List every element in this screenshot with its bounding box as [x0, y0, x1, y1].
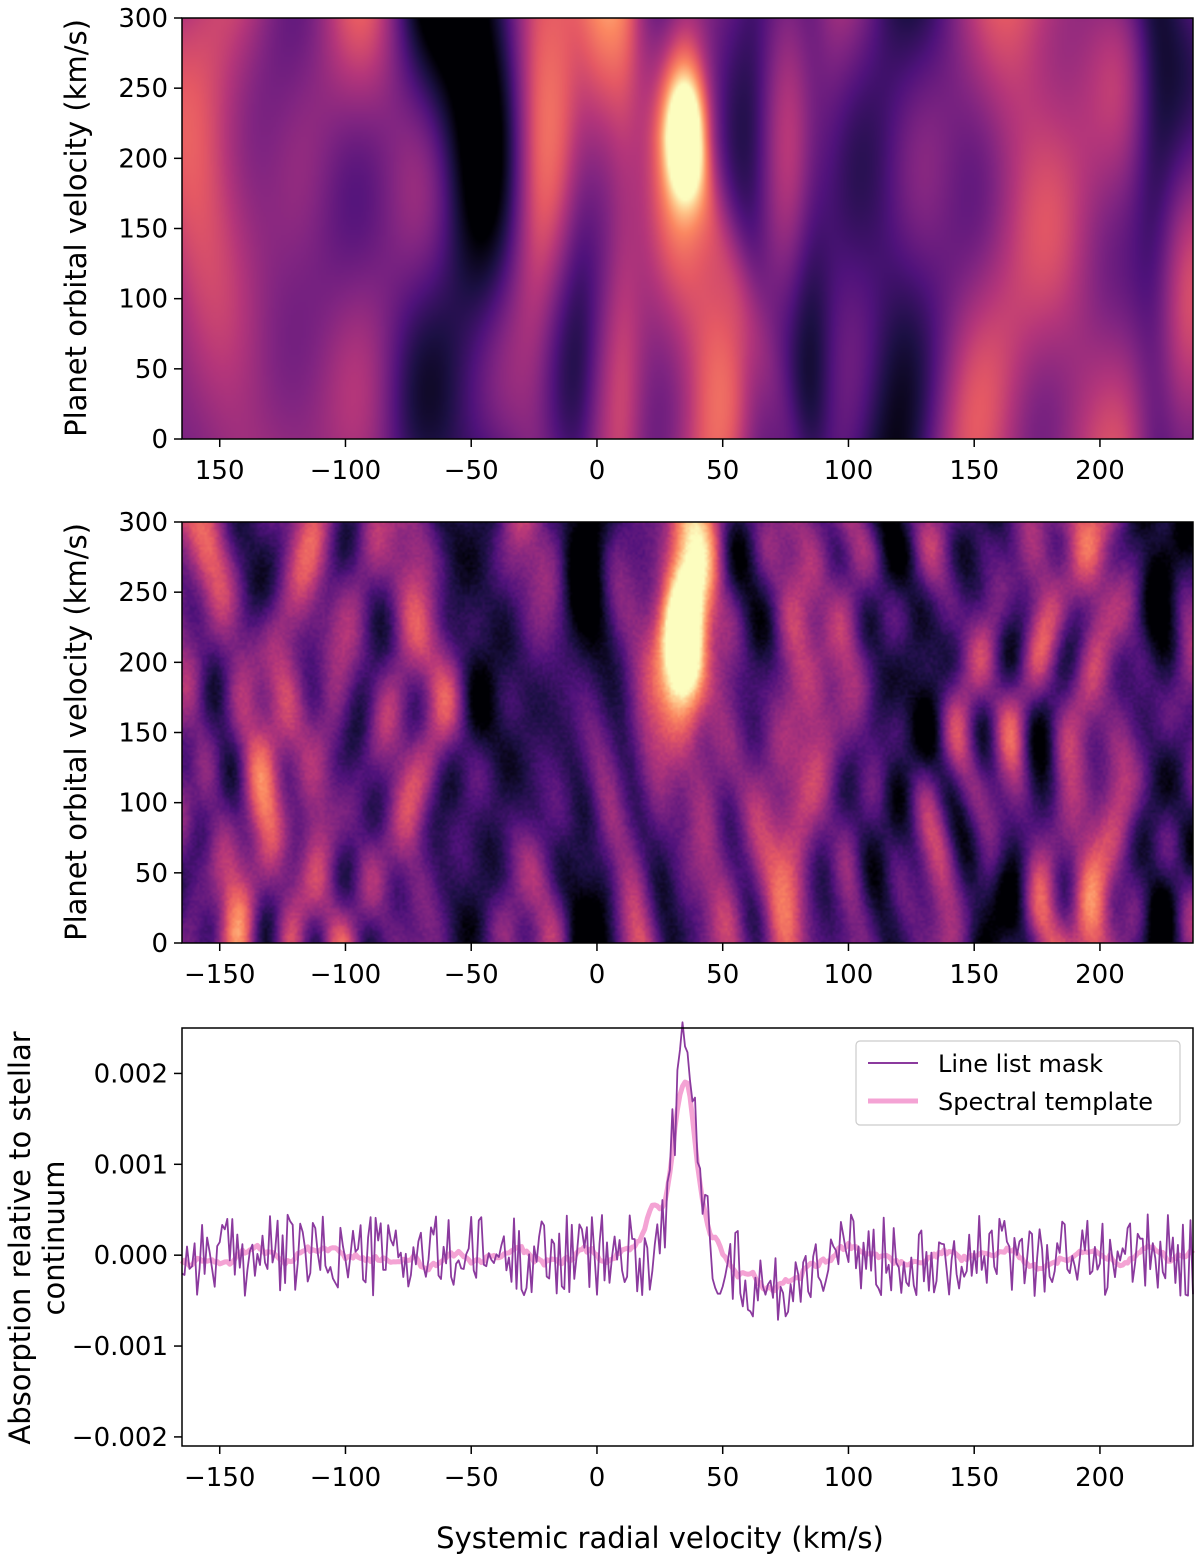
middle-y-ticks: 0 50 100 150 200 250 300 — [118, 508, 182, 959]
x-tick-label: 150 — [949, 456, 999, 486]
x-tick-label: 50 — [706, 456, 739, 486]
y-tick-label: 300 — [118, 508, 168, 538]
x-tick-label: −100 — [310, 960, 381, 990]
y-tick-label: 0.001 — [94, 1150, 168, 1180]
x-tick-label: 200 — [1075, 960, 1125, 990]
x-tick-label: 0 — [589, 1463, 606, 1493]
x-tick-label: 50 — [706, 960, 739, 990]
legend-box — [855, 1040, 1181, 1126]
middle-panel: −150 −100 −50 0 50 100 150 200 0 50 100 150 200 250 3… — [59, 508, 1194, 990]
y-tick-label: 50 — [135, 859, 168, 889]
y-tick-label: 50 — [135, 355, 168, 385]
x-tick-label: 0 — [589, 960, 606, 990]
x-tick-label: 150 — [949, 960, 999, 990]
middle-x-ticks: −150 −100 −50 0 50 100 150 200 — [184, 943, 1125, 990]
bottom-x-ticks: −150 −100 −50 0 50 100 150 200 — [184, 1446, 1125, 1493]
y-tick-label: 150 — [118, 215, 168, 245]
y-tick-label: −0.001 — [72, 1332, 168, 1362]
x-tick-label: 200 — [1075, 456, 1125, 486]
y-tick-label: 150 — [118, 719, 168, 749]
y-tick-label: 0.002 — [94, 1059, 168, 1089]
x-tick-label: −50 — [444, 960, 499, 990]
bottom-y-axis-label: Absorption relative to stellar — [3, 1031, 37, 1444]
middle-heatmap — [182, 522, 1193, 943]
legend: Line list mask Spectral template — [855, 1040, 1181, 1126]
bottom-x-axis-label: Systemic radial velocity (km/s) — [436, 1521, 884, 1555]
x-tick-label: 150 — [195, 456, 245, 486]
bottom-y-ticks: −0.002 −0.001 0.000 0.001 0.002 — [72, 1059, 182, 1453]
y-tick-label: 0.000 — [94, 1241, 168, 1271]
x-tick-label: 0 — [589, 456, 606, 486]
x-tick-label: 50 — [706, 1463, 739, 1493]
series-line-list-mask — [181, 1021, 1194, 1321]
x-tick-label: 100 — [824, 456, 874, 486]
y-tick-label: 200 — [118, 648, 168, 678]
y-tick-label: 250 — [118, 578, 168, 608]
x-tick-label: 100 — [824, 1463, 874, 1493]
x-tick-label: −150 — [184, 960, 255, 990]
x-tick-label: −50 — [444, 1463, 499, 1493]
x-tick-label: −100 — [310, 1463, 381, 1493]
bottom-panel: −150 −100 −50 0 50 100 150 200 −0.002 −0.001 0.00… — [3, 1021, 1195, 1555]
legend-label-spectral-template: Spectral template — [938, 1088, 1153, 1116]
top-x-ticks: 150 −100 −50 0 50 100 150 200 — [195, 439, 1125, 486]
x-tick-label: 150 — [949, 1463, 999, 1493]
top-y-axis-label: Planet orbital velocity (km/s) — [59, 19, 93, 437]
top-panel: 150 −100 −50 0 50 100 150 200 0 50 100 150 200 250 30… — [59, 4, 1194, 486]
legend-label-line-list-mask: Line list mask — [938, 1050, 1103, 1078]
y-tick-label: 250 — [118, 74, 168, 104]
y-tick-label: 100 — [118, 285, 168, 315]
y-tick-label: 0 — [151, 929, 168, 959]
x-tick-label: −50 — [444, 456, 499, 486]
y-tick-label: −0.002 — [72, 1423, 168, 1453]
x-tick-label: −100 — [310, 456, 381, 486]
middle-y-axis-label: Planet orbital velocity (km/s) — [59, 523, 93, 941]
y-tick-label: 300 — [118, 4, 168, 34]
top-heatmap — [182, 18, 1193, 439]
y-tick-label: 0 — [151, 425, 168, 455]
x-tick-label: 200 — [1075, 1463, 1125, 1493]
top-y-ticks: 0 50 100 150 200 250 300 — [118, 4, 182, 455]
bottom-y-axis-label-line2: continuum — [37, 1161, 71, 1316]
bottom-frame — [181, 1027, 1194, 1447]
x-tick-label: −150 — [184, 1463, 255, 1493]
y-tick-label: 100 — [118, 789, 168, 819]
y-tick-label: 200 — [118, 144, 168, 174]
x-tick-label: 100 — [824, 960, 874, 990]
